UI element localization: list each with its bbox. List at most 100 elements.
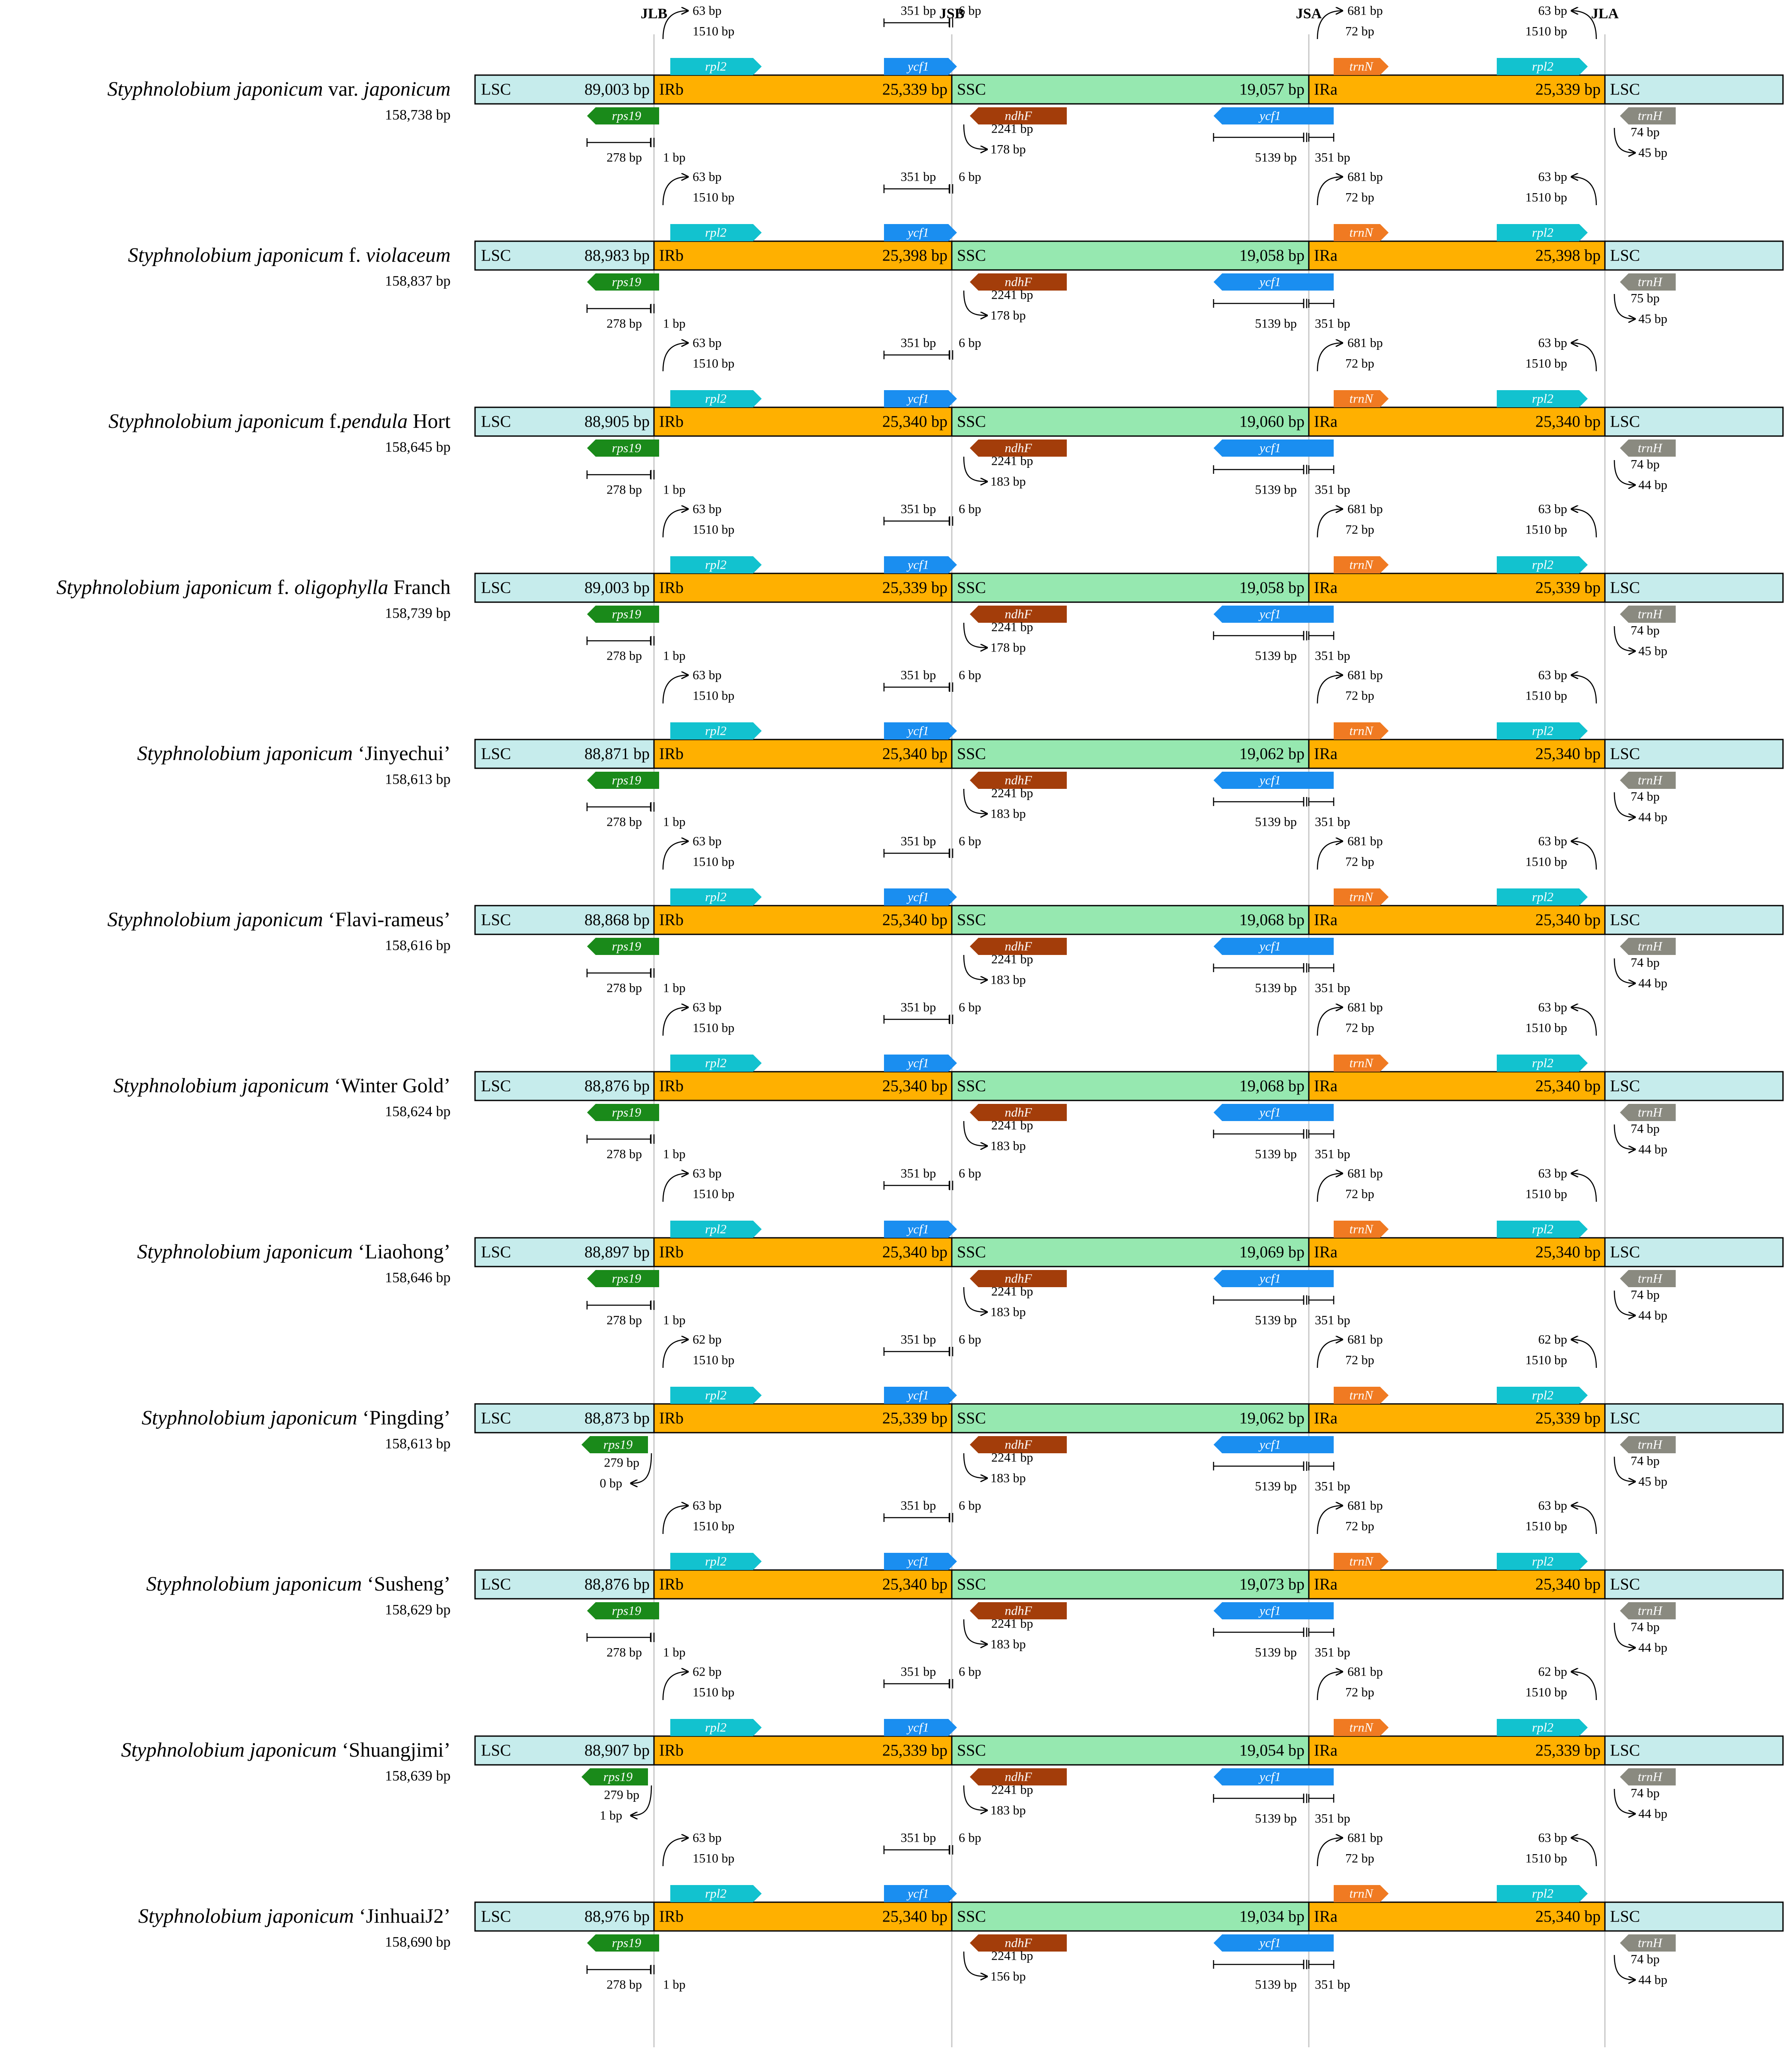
- ssc-label: SSC: [957, 745, 986, 763]
- species-name-italic: Styphnolobium japonicum: [138, 1905, 354, 1928]
- ssc-length: 19,062 bp: [1239, 1409, 1305, 1428]
- rps19-length: 278 bp: [607, 1147, 642, 1161]
- irb-label: IRb: [659, 1409, 684, 1428]
- rpl2-gene-ira: [1497, 224, 1588, 241]
- rpl2-ira-length: 1510 bp: [1526, 1187, 1568, 1201]
- ycf1-ira-gene-label: ycf1: [1258, 275, 1281, 289]
- rpl2-arc: [662, 1838, 688, 1867]
- lsc-region-right: [1604, 240, 1784, 271]
- ycf1-ira-overlap-span: [1308, 1130, 1335, 1138]
- junction-label-jsb: JSB: [939, 6, 965, 22]
- rpl2-ira-length: 1510 bp: [1526, 855, 1568, 869]
- trnH-arc: [1613, 1290, 1635, 1315]
- irb-label: IRb: [659, 413, 684, 431]
- trnN-arc: [1317, 1007, 1342, 1036]
- irb-region: [653, 1403, 953, 1434]
- rpl2-arc: [662, 1173, 688, 1202]
- ycf1-ira-length: 351 bp: [1315, 1313, 1350, 1328]
- ssc-length: 19,068 bp: [1239, 911, 1305, 929]
- lsc-label-right: LSC: [1610, 1243, 1640, 1261]
- irb-length: 25,340 bp: [882, 911, 947, 929]
- rpl2-gene-irb: [670, 1553, 762, 1570]
- ndhF-junction-distance: 183 bp: [990, 1803, 1026, 1818]
- ndhF-length: 2241 bp: [991, 1285, 1033, 1299]
- trnH-junction-distance: 45 bp: [1638, 1475, 1668, 1489]
- rpl2-arc: [662, 1340, 688, 1368]
- ycf1-gene-ira: [1214, 1270, 1334, 1287]
- species-name: Styphnolobium japonicum f. violaceum: [128, 244, 451, 267]
- ycf1-ira-overlap-span: [1308, 964, 1335, 972]
- ycf1-gene-label: ycf1: [906, 1887, 929, 1901]
- ira-region: [1308, 905, 1606, 935]
- ssc-label: SSC: [957, 1908, 986, 1926]
- ndhF-length: 2241 bp: [991, 1949, 1033, 1963]
- rps19-junction-distance: 0 bp: [600, 1476, 623, 1491]
- ycf1-ira-span: [1213, 133, 1305, 142]
- ycf1-gene-ira: [1214, 1602, 1334, 1619]
- rps19-gene: [587, 1602, 659, 1619]
- species-name-italic: oligophylla: [294, 576, 388, 599]
- ycf1-ssc-length: 5139 bp: [1255, 1812, 1297, 1826]
- rps19-junction-distance: 1 bp: [600, 1809, 623, 1823]
- ira-label: IRa: [1314, 1908, 1338, 1926]
- trnN-gene: [1334, 1055, 1389, 1072]
- rps19-span: [586, 1301, 651, 1309]
- ycf1-junction-ticks: [949, 1679, 954, 1688]
- lsc-label-right: LSC: [1610, 579, 1640, 597]
- genome-row: Styphnolobium japonicum ‘Flavi-rameus’ 15…: [107, 834, 1784, 995]
- rpl2-gene-irb: [670, 390, 762, 407]
- species-name-plain: ‘Liaohong’: [353, 1240, 451, 1263]
- ycf1-gap: 6 bp: [959, 170, 981, 184]
- ycf1-irb-length: 351 bp: [901, 668, 936, 682]
- ndhF-gene-label: ndhF: [1005, 1272, 1032, 1286]
- rpl2-gene-irb: [670, 224, 762, 241]
- rps19-length: 278 bp: [607, 1646, 642, 1660]
- ycf1-gap: 6 bp: [959, 834, 981, 849]
- species-name-plain: f.: [272, 576, 294, 599]
- rps19-junction-distance: 1 bp: [663, 815, 686, 829]
- junction-label-jla: JLA: [1591, 6, 1619, 22]
- rpl2-gene-ira: [1497, 1885, 1588, 1902]
- irb-region: [653, 905, 953, 935]
- ycf1-irb-length: 351 bp: [901, 1831, 936, 1845]
- genome-row: Styphnolobium japonicum ‘Winter Gold’ 158…: [113, 1000, 1784, 1161]
- trnN-gene: [1334, 1885, 1389, 1902]
- ndhF-arc: [963, 1121, 987, 1146]
- rpl2-gene-label-ira: rpl2: [1532, 1388, 1553, 1403]
- rpl2-gene-label-ira: rpl2: [1532, 558, 1553, 572]
- irb-label: IRb: [659, 1742, 684, 1760]
- ndhF-gene: [970, 273, 1067, 291]
- rpl2-ira-length: 1510 bp: [1526, 1021, 1568, 1035]
- ycf1-gene-label: ycf1: [906, 724, 929, 738]
- rpl2-gene-ira: [1497, 1221, 1588, 1238]
- lsc-length: 89,003 bp: [584, 579, 650, 597]
- rpl2-gene-label-ira: rpl2: [1532, 60, 1553, 74]
- lsc-region-right: [1604, 1735, 1784, 1766]
- trnN-arc: [1317, 841, 1342, 870]
- genome-total-size: 158,738 bp: [385, 107, 451, 123]
- trnN-length: 72 bp: [1345, 1187, 1374, 1201]
- trnN-length: 72 bp: [1345, 1353, 1374, 1367]
- lsc-region: [474, 739, 655, 769]
- ira-label: IRa: [1314, 579, 1338, 597]
- lsc-region-right: [1604, 406, 1784, 437]
- ndhF-arc: [963, 1453, 987, 1478]
- trnN-gene-label: trnN: [1349, 60, 1374, 74]
- ycf1-ssc-length: 5139 bp: [1255, 1147, 1297, 1161]
- lsc-label: LSC: [481, 1908, 511, 1926]
- ndhF-gene-label: ndhF: [1005, 1106, 1032, 1120]
- genome-total-size: 158,646 bp: [385, 1270, 451, 1286]
- ycf1-ira-overlap-span: [1308, 299, 1335, 308]
- genome-row: Styphnolobium japonicum f.pendula Hort 15…: [109, 336, 1784, 497]
- ycf1-ira-junction-ticks: [1303, 1628, 1308, 1637]
- rpl2-gene-label: rpl2: [705, 558, 726, 572]
- ssc-region: [951, 1403, 1310, 1434]
- rpl2-ira-overlap-length: 63 bp: [1538, 1831, 1568, 1845]
- species-name-plain: ‘Pingding’: [357, 1406, 451, 1429]
- rps19-junction-ticks: [650, 470, 655, 479]
- ycf1-ssc-length: 5139 bp: [1255, 1978, 1297, 1992]
- genome-row: Styphnolobium japonicum var. japonicum 15…: [107, 4, 1784, 165]
- ndhF-length: 2241 bp: [991, 1451, 1033, 1465]
- ycf1-gene-ira: [1214, 1104, 1334, 1121]
- ndhF-junction-distance: 183 bp: [990, 1139, 1026, 1153]
